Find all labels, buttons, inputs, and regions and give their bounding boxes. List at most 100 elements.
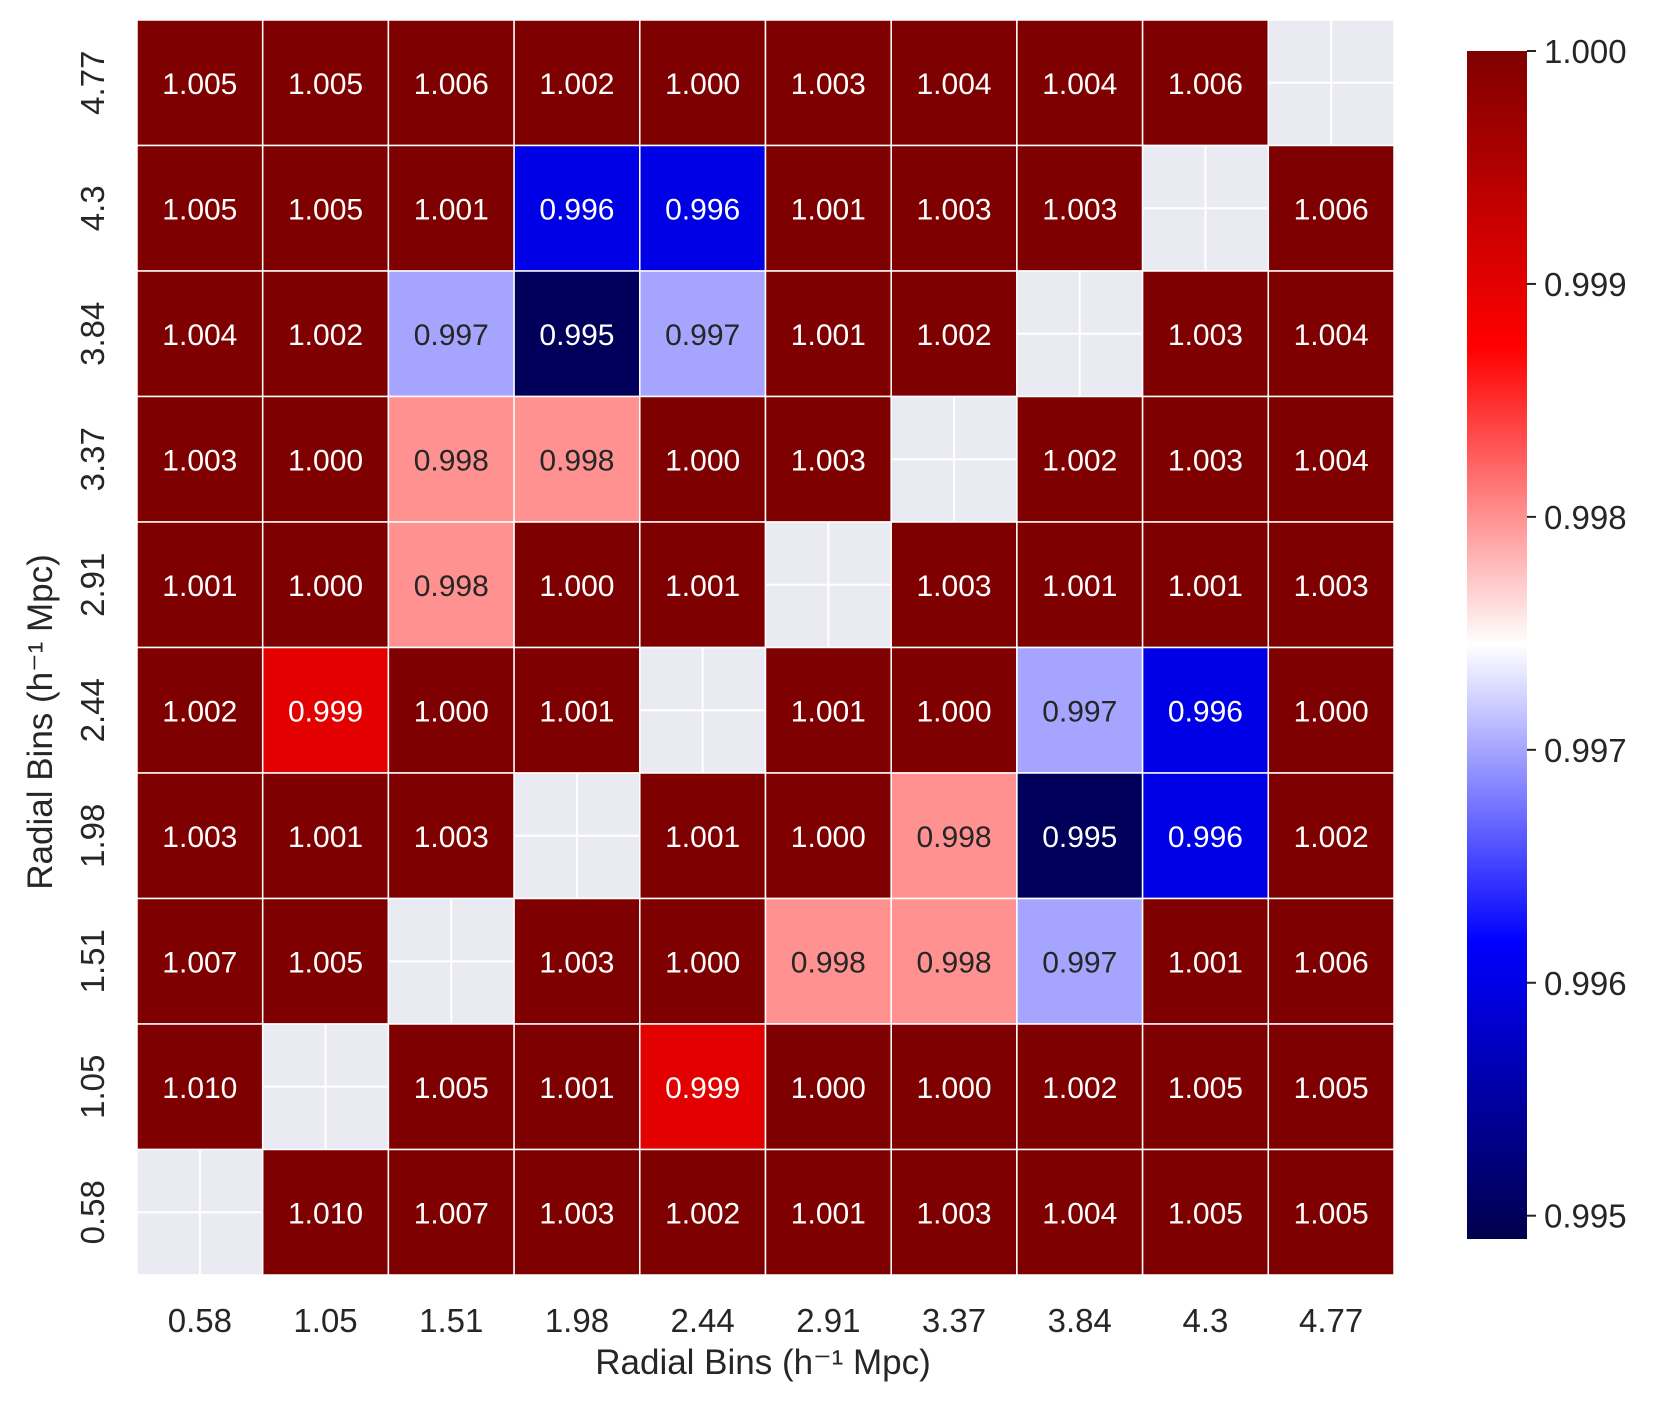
heatmap-cell [1016,772,1144,900]
cell-value-label: 0.998 [917,946,992,979]
cell-value-label: 1.001 [665,821,740,854]
cell-value-label: 1.005 [414,1072,489,1105]
heatmap-cell [764,19,892,147]
cell-value-label: 0.995 [539,319,614,352]
heatmap-cell [1141,646,1270,774]
colorbar-tick-label: 0.996 [1544,965,1627,1002]
cell-value-label: 1.005 [1168,1072,1243,1105]
cell-value-label: 1.002 [1042,444,1117,477]
cell-value-label: 1.001 [1168,946,1243,979]
cell-value-label: 1.002 [539,68,614,101]
heatmap-cell [639,19,767,147]
cell-value-label: 0.998 [414,444,489,477]
cell-value-label: 1.003 [791,68,866,101]
cell-value-label: 1.000 [665,68,740,101]
cell-value-label: 1.000 [288,444,363,477]
cell-value-label: 1.007 [162,946,237,979]
cell-value-label: 1.001 [1168,570,1243,603]
cell-value-label: 1.001 [539,1072,614,1105]
heatmap-cell [261,646,390,774]
heatmap-cell [639,395,767,523]
y-tick-label: 1.98 [74,804,111,868]
cell-value-label: 0.996 [539,193,614,226]
heatmap-cell [1016,521,1144,649]
cell-value-label: 1.010 [288,1197,363,1230]
heatmap-cell [261,395,390,523]
cell-value-label: 0.998 [917,821,992,854]
y-tick-label: 4.3 [74,185,111,231]
cell-value-label: 0.997 [665,319,740,352]
colorbar-tick-label: 0.995 [1544,1198,1627,1235]
cell-value-label: 1.005 [162,193,237,226]
heatmap-cell [639,270,767,398]
cell-value-label: 1.000 [539,570,614,603]
cell-value-label: 1.005 [1294,1197,1369,1230]
heatmap-cells: 1.005 1.005 1.006 1.002 1.000 1.003 1.004 1.004… [136,19,1395,1276]
heatmap-cell [136,646,264,774]
heatmap-cell [1267,521,1395,649]
x-tick-label: 1.51 [419,1302,483,1339]
cell-value-label: 1.004 [1294,444,1369,477]
heatmap-cell [1016,897,1144,1025]
heatmap-cell [387,395,515,523]
heatmap-cell [387,772,515,900]
cell-value-label: 0.996 [1168,695,1243,728]
heatmap-cell [1267,144,1395,272]
cell-value-label: 0.999 [665,1072,740,1105]
cell-value-label: 0.998 [791,946,866,979]
colorbar-ticks: 1.000 0.999 0.998 0.997 0.996 0.995 [1527,33,1627,1235]
heatmap-cell [1267,772,1395,900]
cell-value-label: 1.003 [1294,570,1369,603]
cell-value-label: 1.001 [791,1197,866,1230]
cell-value-label: 1.001 [791,319,866,352]
heatmap-cell [261,270,390,398]
cell-value-label: 0.997 [1042,946,1117,979]
heatmap-cell [513,144,641,272]
x-tick-label: 0.58 [168,1302,232,1339]
cell-value-label: 1.006 [1168,68,1243,101]
heatmap-cell [261,19,390,147]
heatmap-cell [764,1148,892,1276]
heatmap-cell [513,646,641,774]
heatmap-cell [513,1148,641,1276]
heatmap-cell [890,646,1018,774]
cell-value-label: 0.998 [539,444,614,477]
heatmap-cell [639,1023,767,1151]
cell-value-label: 1.005 [288,193,363,226]
heatmap-cell [1016,395,1144,523]
cell-value-label: 1.005 [162,68,237,101]
y-axis-title: Radial Bins (h⁻¹ Mpc) [21,554,60,890]
cell-value-label: 1.002 [665,1197,740,1230]
cell-value-label: 1.004 [1294,319,1369,352]
heatmap-cell [1267,1148,1395,1276]
cell-value-label: 1.007 [414,1197,489,1230]
heatmap-cell [1016,19,1144,147]
y-tick-label: 2.91 [74,553,111,617]
cell-value-label: 1.002 [917,319,992,352]
heatmap-cell [136,144,264,272]
cell-value-label: 1.001 [414,193,489,226]
cell-value-label: 1.003 [917,193,992,226]
heatmap-cell [639,144,767,272]
cell-value-label: 0.996 [1168,821,1243,854]
colorbar-tick-label: 1.000 [1544,33,1627,70]
cell-value-label: 1.003 [162,821,237,854]
cell-value-label: 1.004 [1042,1197,1117,1230]
heatmap-cell [513,19,641,147]
cell-value-label: 1.003 [162,444,237,477]
y-tick-label: 1.51 [74,929,111,993]
heatmap-cell [1267,395,1395,523]
y-tick-label: 3.84 [74,302,111,366]
x-tick-label: 2.91 [796,1302,860,1339]
cell-value-label: 1.000 [917,695,992,728]
heatmap-cell [387,1023,515,1151]
cell-value-label: 1.003 [1168,444,1243,477]
heatmap-cell [513,395,641,523]
cell-value-label: 1.001 [539,695,614,728]
cell-value-label: 1.003 [917,570,992,603]
heatmap-cell [890,144,1018,272]
cell-value-label: 1.002 [288,319,363,352]
y-axis-ticks: 4.77 4.3 3.84 3.37 2.91 2.44 1.98 1.51 1.05 0.58 [74,51,111,1245]
cell-value-label: 1.000 [665,444,740,477]
heatmap-cell [136,772,264,900]
